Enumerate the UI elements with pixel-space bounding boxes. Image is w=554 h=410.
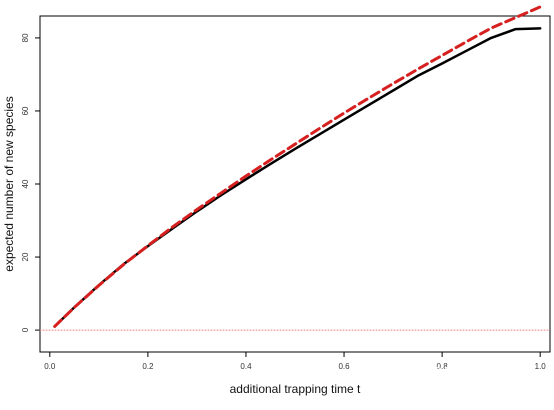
y-tick-label: 0 xyxy=(21,327,30,332)
x-tick-label: 0.2 xyxy=(142,362,154,371)
x-axis: 0.0 0.2 0.4 0.6 0.8 1.0 xyxy=(44,352,546,371)
y-axis: 0 20 40 60 80 xyxy=(21,33,40,332)
x-tick-label: 1.0 xyxy=(535,362,547,371)
y-tick-label: 20 xyxy=(21,252,30,261)
x-tick-label: 0.6 xyxy=(338,362,350,371)
y-axis-label: expected number of new species xyxy=(2,96,16,271)
x-axis-label: additional trapping time t xyxy=(230,382,361,396)
x-tick-label: 0.0 xyxy=(44,362,56,371)
x-tick-label: 0.8 xyxy=(437,362,449,371)
series-line-red-dashed xyxy=(53,5,542,328)
watermark-text: 知乎 @Chunxi Huang xyxy=(397,364,542,381)
x-tick-label: 0.4 xyxy=(240,362,252,371)
series-layer xyxy=(39,5,551,331)
y-tick-label: 40 xyxy=(21,179,30,188)
y-tick-label: 80 xyxy=(21,33,30,42)
y-tick-label: 60 xyxy=(21,106,30,115)
